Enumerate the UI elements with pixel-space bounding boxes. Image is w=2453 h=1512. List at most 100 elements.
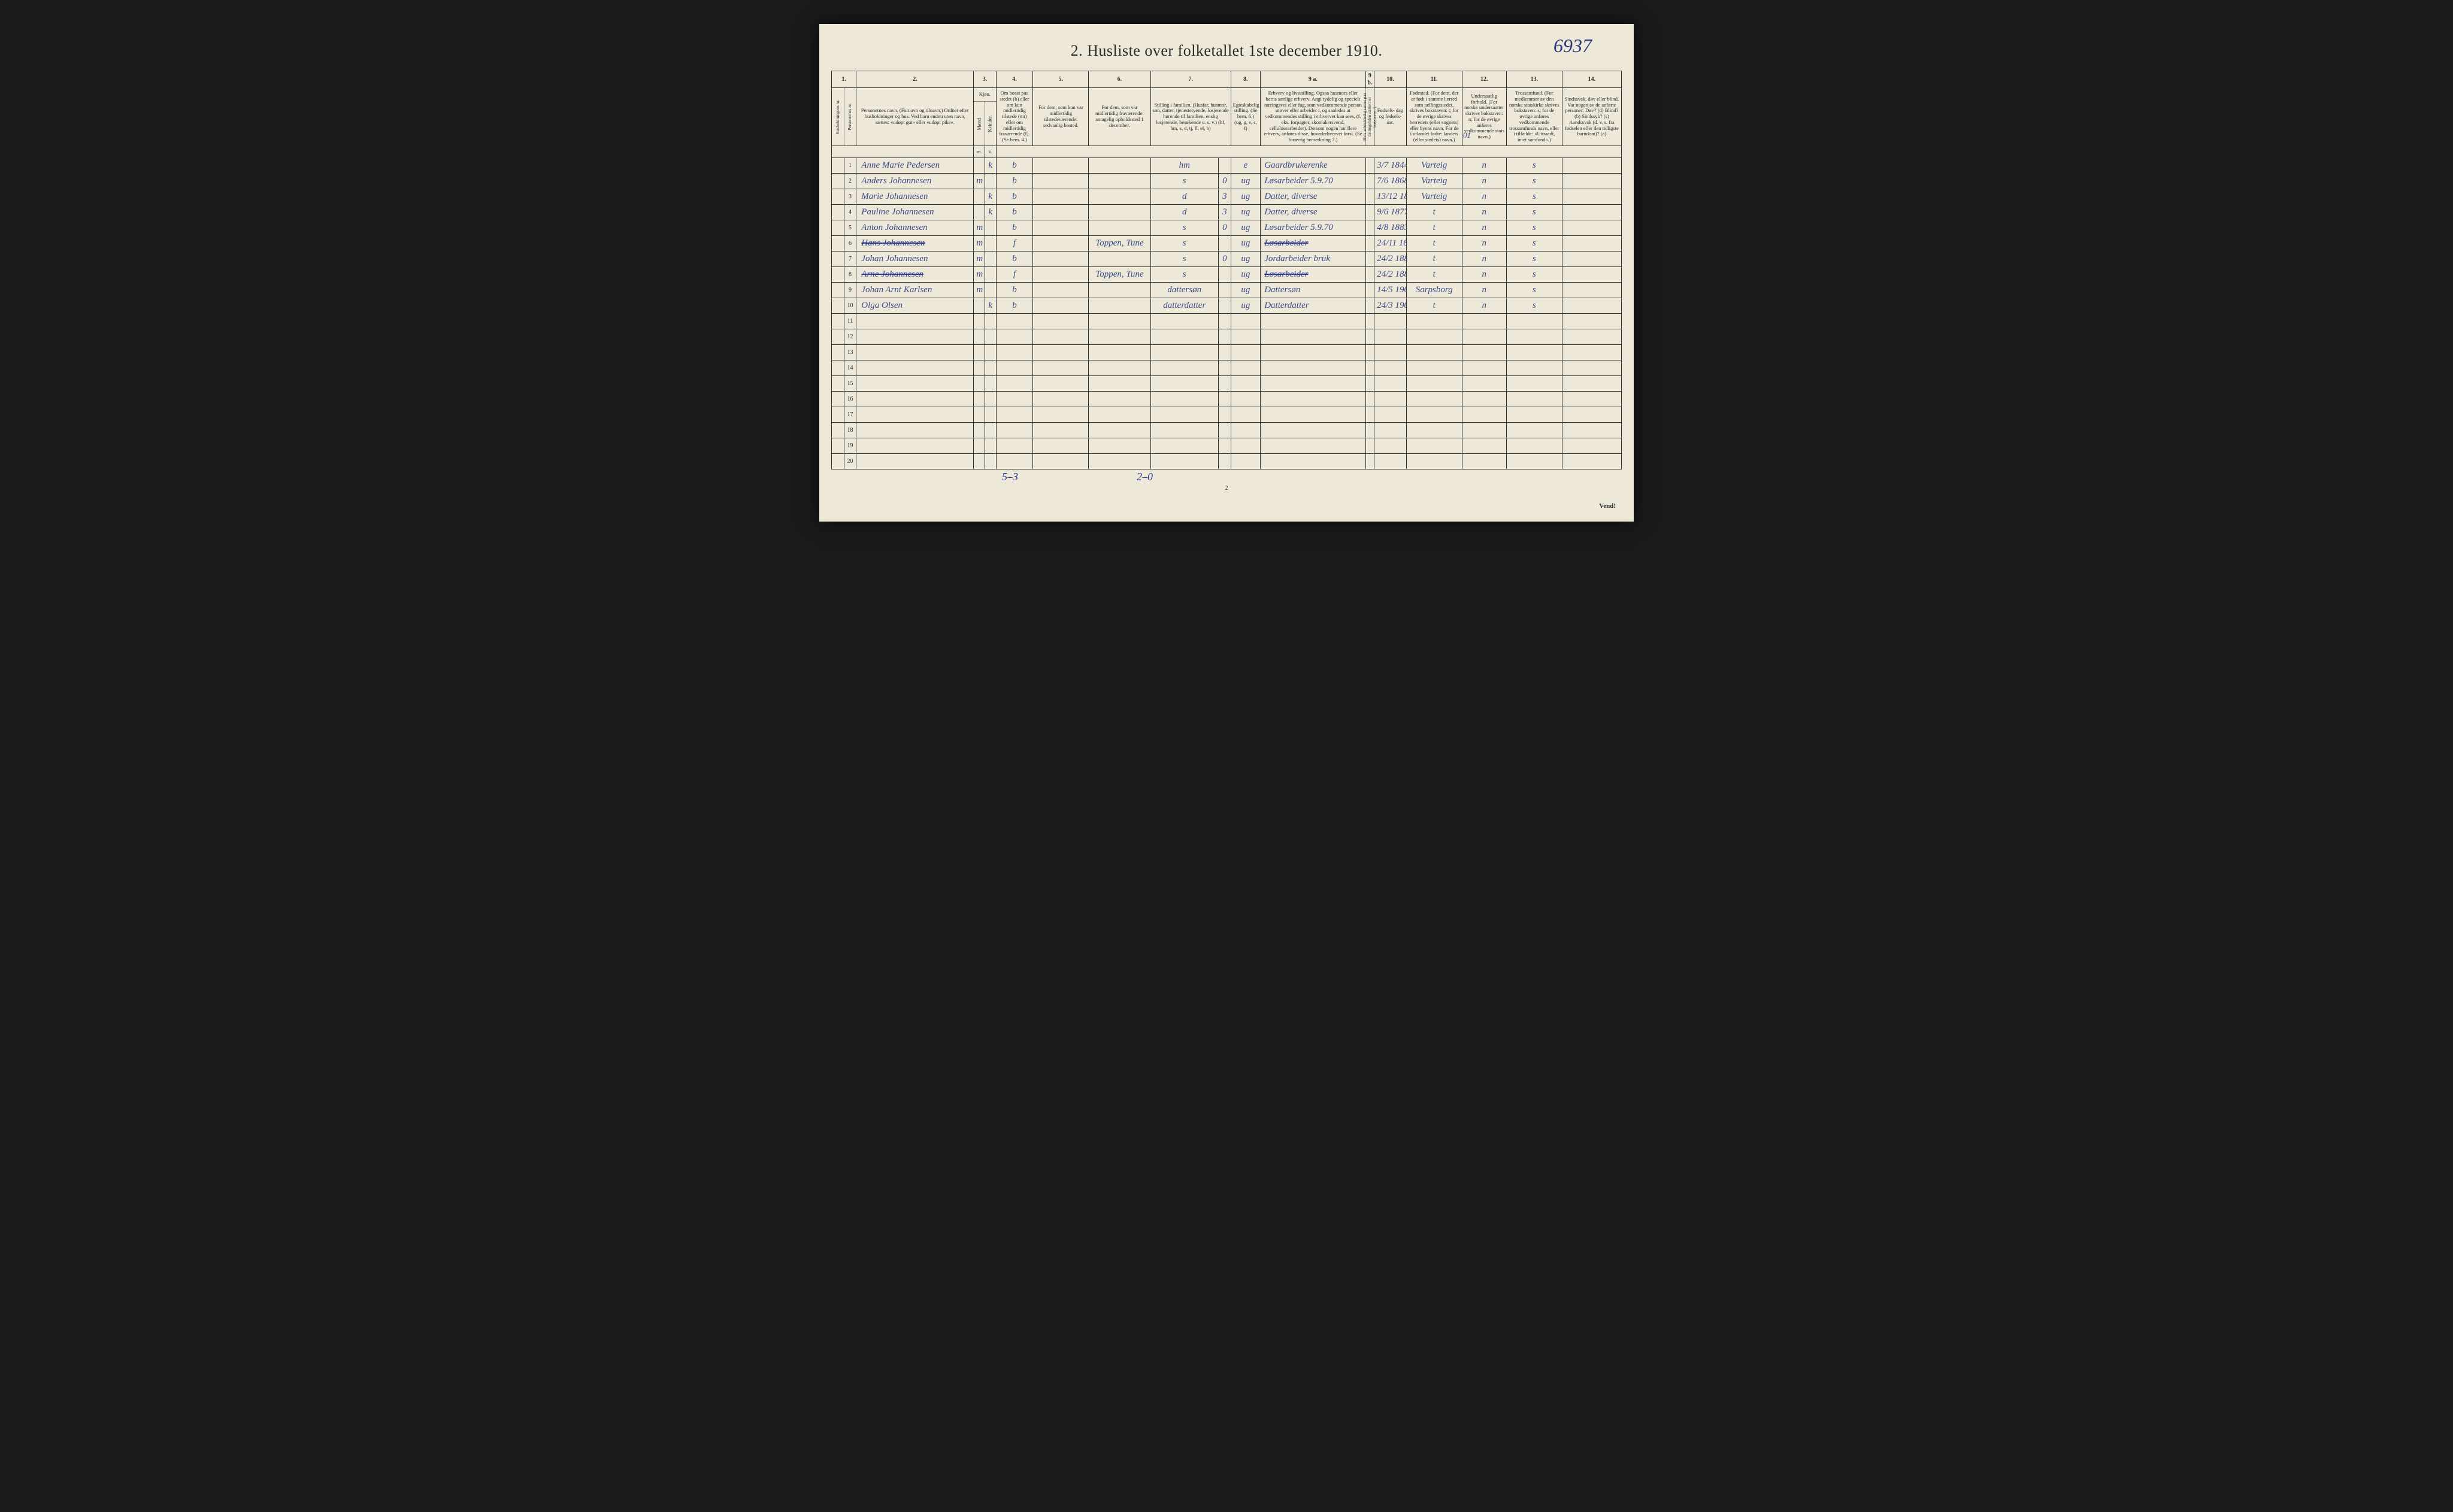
cell-birthplace: t: [1406, 298, 1462, 313]
cell-empty: [1033, 329, 1089, 344]
cell-empty: [1089, 375, 1150, 391]
cell-name: Anton Johannesen: [856, 220, 974, 235]
cell-empty: [996, 344, 1033, 360]
cell-name: Anne Marie Pedersen: [856, 157, 974, 173]
cell-c9b: [1365, 173, 1374, 189]
cell-empty: [1374, 422, 1407, 438]
hdr-dob: Fødsels- dag og fødsels- aar.: [1374, 88, 1407, 146]
cell-empty: [1406, 344, 1462, 360]
cell-c5: [1033, 298, 1089, 313]
cell-nat: n: [1462, 157, 1506, 173]
cell-c7b: 0: [1219, 220, 1231, 235]
cell-empty: 12: [844, 329, 856, 344]
cell-empty: [1261, 329, 1365, 344]
cell-eg: ug: [1231, 298, 1261, 313]
cell-empty: [1261, 391, 1365, 407]
cell-empty: [996, 422, 1033, 438]
cell-c6: [1089, 298, 1150, 313]
cell-blank: [832, 235, 844, 251]
cell-empty: [974, 438, 985, 453]
cell-empty: [1231, 422, 1261, 438]
cell-c7b: 0: [1219, 251, 1231, 266]
cell-occ: Datter, diverse: [1261, 189, 1365, 204]
cell-empty: 16: [844, 391, 856, 407]
cell-empty: [856, 360, 974, 375]
cell-fam: hm: [1150, 157, 1219, 173]
cell-n: 2: [844, 173, 856, 189]
cell-m: [974, 204, 985, 220]
cell-eg: ug: [1231, 266, 1261, 282]
bottom-page-number: 2: [831, 485, 1622, 492]
cell-dob: 9/6 1877: [1374, 204, 1407, 220]
cell-k: [985, 173, 996, 189]
cell-empty: [1089, 329, 1150, 344]
cell-k: k: [985, 189, 996, 204]
footer-annotations: 5–3 2–0: [831, 469, 1622, 484]
cell-empty: [1365, 375, 1374, 391]
cell-empty: [832, 422, 844, 438]
cell-empty: [1374, 453, 1407, 469]
cell-k: [985, 251, 996, 266]
cell-empty: [1033, 375, 1089, 391]
cell-empty: [856, 344, 974, 360]
cell-fam: s: [1150, 173, 1219, 189]
cell-name: Anders Johannesen: [856, 173, 974, 189]
cell-birthplace: t: [1406, 220, 1462, 235]
cell-empty: [1261, 438, 1365, 453]
hdr-male: Mænd.: [974, 101, 985, 146]
cell-empty: [1462, 344, 1506, 360]
cell-empty: [1219, 375, 1231, 391]
cell-empty: [1219, 438, 1231, 453]
cell-empty: [1406, 391, 1462, 407]
cell-c14: [1562, 251, 1621, 266]
cell-m: [974, 189, 985, 204]
cell-empty: [1462, 391, 1506, 407]
cell-k: [985, 282, 996, 298]
cell-c7b: 0: [1219, 173, 1231, 189]
cell-empty: [1374, 344, 1407, 360]
cell-empty: [1219, 344, 1231, 360]
cell-empty: [1219, 391, 1231, 407]
cell-empty: [1261, 360, 1365, 375]
cell-nat: n: [1462, 251, 1506, 266]
cell-k: [985, 220, 996, 235]
cell-empty: [1462, 375, 1506, 391]
cell-dob: 24/2 1888: [1374, 266, 1407, 282]
cell-birthplace: t: [1406, 251, 1462, 266]
cell-occ: Datter, diverse: [1261, 204, 1365, 220]
cell-empty: [1150, 422, 1219, 438]
cell-occ: Løsarbeider: [1261, 266, 1365, 282]
cell-occ: Løsarbeider 5.9.70: [1261, 220, 1365, 235]
cell-c6: Toppen, Tune: [1089, 235, 1150, 251]
cell-empty: [1506, 329, 1562, 344]
cell-empty: [996, 438, 1033, 453]
cell-c7b: [1219, 266, 1231, 282]
cell-c5: [1033, 173, 1089, 189]
table-row-empty: 14: [832, 360, 1622, 375]
hdr-religion: Trossamfund. (For medlemmer av den norsk…: [1506, 88, 1562, 146]
cell-c6: [1089, 220, 1150, 235]
cell-dob: 24/2 1888: [1374, 251, 1407, 266]
cell-empty: [1406, 453, 1462, 469]
cell-empty: [1150, 329, 1219, 344]
cell-rel: s: [1506, 173, 1562, 189]
cell-n: 5: [844, 220, 856, 235]
cell-n: 8: [844, 266, 856, 282]
cell-empty: 19: [844, 438, 856, 453]
cell-empty: [832, 344, 844, 360]
cell-empty: [1261, 453, 1365, 469]
cell-nat: n: [1462, 204, 1506, 220]
cell-c6: [1089, 204, 1150, 220]
cell-empty: [974, 360, 985, 375]
cell-name: Olga Olsen: [856, 298, 974, 313]
cell-empty: [1562, 391, 1621, 407]
cell-empty: [1089, 360, 1150, 375]
cell-empty: [1219, 422, 1231, 438]
table-row-empty: 11: [832, 313, 1622, 329]
cell-empty: [996, 360, 1033, 375]
cell-c5: [1033, 266, 1089, 282]
cell-eg: e: [1231, 157, 1261, 173]
cell-c6: Toppen, Tune: [1089, 266, 1150, 282]
colnum-2: 2.: [856, 71, 974, 88]
cell-blank: [832, 189, 844, 204]
